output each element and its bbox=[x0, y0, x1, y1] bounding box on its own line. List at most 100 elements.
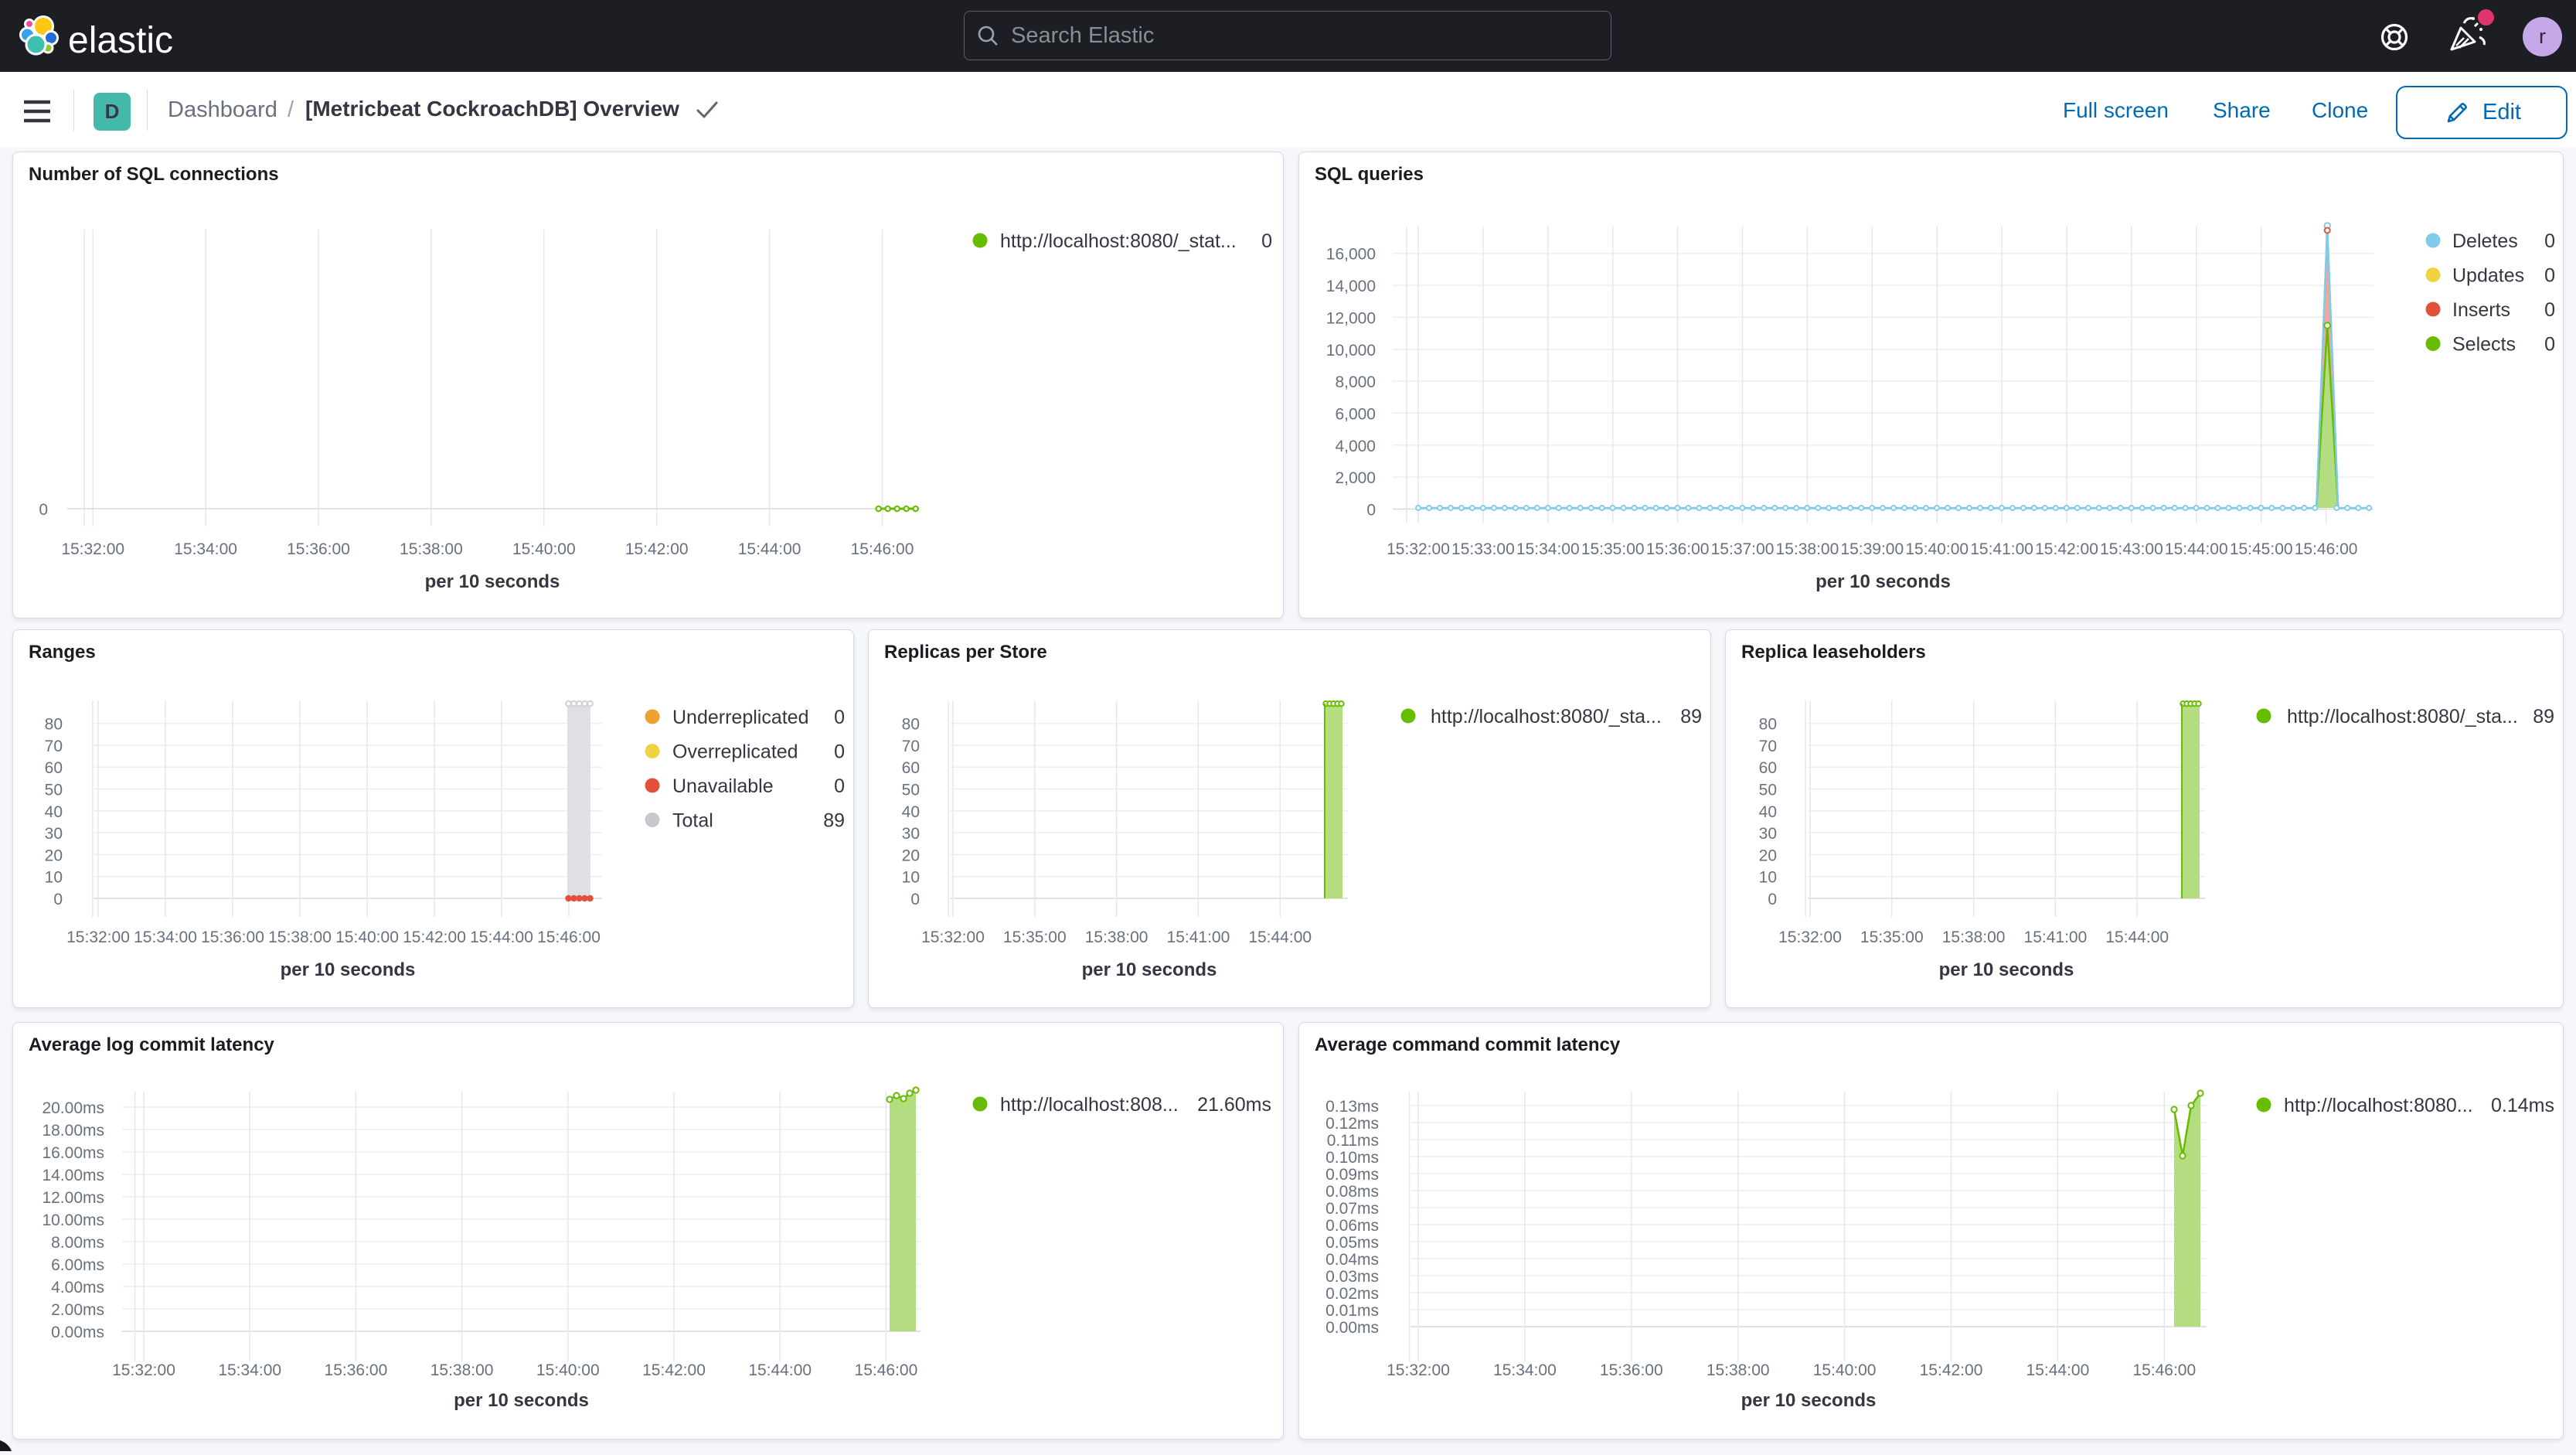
svg-text:18.00ms: 18.00ms bbox=[42, 1122, 104, 1140]
svg-text:21.60ms: 21.60ms bbox=[1197, 1094, 1271, 1116]
svg-text:15:34:00: 15:34:00 bbox=[1516, 540, 1580, 558]
svg-text:2,000: 2,000 bbox=[1335, 469, 1376, 487]
svg-text:15:42:00: 15:42:00 bbox=[1920, 1361, 1983, 1379]
svg-text:15:38:00: 15:38:00 bbox=[1707, 1361, 1770, 1379]
svg-text:40: 40 bbox=[902, 803, 920, 821]
svg-text:0.03ms: 0.03ms bbox=[1325, 1268, 1379, 1286]
svg-text:50: 50 bbox=[1759, 782, 1777, 799]
svg-text:15:44:00: 15:44:00 bbox=[2026, 1361, 2090, 1379]
svg-text:0: 0 bbox=[2544, 334, 2555, 356]
svg-text:15:32:00: 15:32:00 bbox=[1778, 929, 1842, 946]
svg-text:15:41:00: 15:41:00 bbox=[2024, 929, 2088, 946]
svg-text:0: 0 bbox=[1366, 502, 1376, 520]
svg-text:10: 10 bbox=[1759, 869, 1777, 887]
svg-text:0: 0 bbox=[834, 707, 845, 728]
svg-text:15:44:00: 15:44:00 bbox=[1248, 929, 1312, 946]
svg-text:15:36:00: 15:36:00 bbox=[287, 540, 350, 558]
svg-text:Unavailable: Unavailable bbox=[672, 775, 774, 797]
svg-text:50: 50 bbox=[45, 782, 63, 799]
svg-text:Inserts: Inserts bbox=[2452, 299, 2510, 321]
svg-text:15:44:00: 15:44:00 bbox=[470, 929, 533, 946]
svg-text:15:42:00: 15:42:00 bbox=[403, 929, 466, 946]
svg-text:http://localhost:8080...: http://localhost:8080... bbox=[2284, 1095, 2473, 1116]
svg-text:0.13ms: 0.13ms bbox=[1325, 1098, 1379, 1116]
svg-text:15:40:00: 15:40:00 bbox=[512, 540, 576, 558]
svg-text:0: 0 bbox=[2544, 265, 2555, 287]
svg-text:Total: Total bbox=[672, 810, 713, 832]
svg-text:Underreplicated: Underreplicated bbox=[672, 707, 809, 728]
svg-text:15:36:00: 15:36:00 bbox=[325, 1361, 388, 1379]
svg-text:0.08ms: 0.08ms bbox=[1325, 1183, 1379, 1201]
svg-text:50: 50 bbox=[902, 782, 920, 799]
svg-text:89: 89 bbox=[2533, 706, 2554, 728]
svg-text:15:38:00: 15:38:00 bbox=[268, 929, 332, 946]
svg-text:per 10 seconds: per 10 seconds bbox=[1082, 959, 1217, 980]
svg-text:0: 0 bbox=[53, 891, 63, 908]
svg-text:15:32:00: 15:32:00 bbox=[1387, 540, 1450, 558]
svg-text:0.11ms: 0.11ms bbox=[1327, 1132, 1379, 1150]
svg-text:15:34:00: 15:34:00 bbox=[134, 929, 197, 946]
svg-text:12.00ms: 12.00ms bbox=[42, 1189, 104, 1207]
svg-text:0.14ms: 0.14ms bbox=[2491, 1095, 2554, 1116]
svg-text:10,000: 10,000 bbox=[1326, 342, 1376, 359]
svg-text:30: 30 bbox=[902, 825, 920, 843]
svg-text:15:46:00: 15:46:00 bbox=[2132, 1361, 2196, 1379]
svg-text:15:32:00: 15:32:00 bbox=[61, 540, 124, 558]
svg-text:15:46:00: 15:46:00 bbox=[855, 1361, 918, 1379]
svg-text:60: 60 bbox=[45, 759, 63, 777]
svg-text:70: 70 bbox=[1759, 738, 1777, 755]
svg-text:15:35:00: 15:35:00 bbox=[1860, 929, 1924, 946]
svg-text:http://localhost:8080/_sta...: http://localhost:8080/_sta... bbox=[1431, 706, 1662, 728]
svg-text:15:35:00: 15:35:00 bbox=[1581, 540, 1645, 558]
svg-text:http://localhost:8080/_sta...: http://localhost:8080/_sta... bbox=[2287, 706, 2518, 728]
svg-text:80: 80 bbox=[1759, 716, 1777, 734]
svg-text:0.07ms: 0.07ms bbox=[1325, 1200, 1379, 1218]
svg-text:15:43:00: 15:43:00 bbox=[2100, 540, 2163, 558]
svg-text:per 10 seconds: per 10 seconds bbox=[454, 1390, 589, 1411]
svg-text:per 10 seconds: per 10 seconds bbox=[425, 571, 560, 592]
svg-text:Replicas per Store: Replicas per Store bbox=[884, 642, 1047, 663]
svg-text:80: 80 bbox=[45, 716, 63, 734]
svg-text:15:38:00: 15:38:00 bbox=[1942, 929, 2006, 946]
svg-text:2.00ms: 2.00ms bbox=[51, 1301, 104, 1319]
svg-text:0.09ms: 0.09ms bbox=[1325, 1166, 1379, 1184]
svg-text:Replica leaseholders: Replica leaseholders bbox=[1741, 642, 1926, 663]
svg-text:20.00ms: 20.00ms bbox=[42, 1099, 104, 1117]
svg-text:6,000: 6,000 bbox=[1335, 405, 1376, 423]
svg-text:0: 0 bbox=[39, 501, 48, 519]
svg-text:15:40:00: 15:40:00 bbox=[536, 1361, 600, 1379]
svg-text:15:38:00: 15:38:00 bbox=[1085, 929, 1148, 946]
svg-text:0.12ms: 0.12ms bbox=[1325, 1115, 1379, 1133]
svg-text:15:40:00: 15:40:00 bbox=[335, 929, 399, 946]
svg-text:0.06ms: 0.06ms bbox=[1325, 1217, 1379, 1235]
svg-text:per 10 seconds: per 10 seconds bbox=[1939, 959, 2074, 980]
svg-text:70: 70 bbox=[45, 738, 63, 755]
svg-text:40: 40 bbox=[45, 803, 63, 821]
svg-text:15:32:00: 15:32:00 bbox=[1387, 1361, 1450, 1379]
svg-text:30: 30 bbox=[1759, 825, 1777, 843]
svg-text:15:44:00: 15:44:00 bbox=[738, 540, 801, 558]
svg-text:15:40:00: 15:40:00 bbox=[1813, 1361, 1877, 1379]
svg-text:4.00ms: 4.00ms bbox=[51, 1279, 104, 1297]
svg-text:89: 89 bbox=[823, 810, 845, 832]
svg-text:4,000: 4,000 bbox=[1335, 438, 1376, 455]
svg-text:15:34:00: 15:34:00 bbox=[1493, 1361, 1557, 1379]
svg-text:Overreplicated: Overreplicated bbox=[672, 741, 798, 763]
svg-text:Average log commit latency: Average log commit latency bbox=[29, 1034, 275, 1055]
svg-text:10: 10 bbox=[902, 869, 920, 887]
svg-text:15:46:00: 15:46:00 bbox=[2295, 540, 2358, 558]
svg-text:elastic: elastic bbox=[68, 20, 173, 61]
svg-text:Number of SQL connections: Number of SQL connections bbox=[29, 164, 279, 185]
svg-text:0.02ms: 0.02ms bbox=[1325, 1285, 1379, 1303]
svg-text:20: 20 bbox=[902, 847, 920, 864]
svg-text:70: 70 bbox=[902, 738, 920, 755]
svg-text:per 10 seconds: per 10 seconds bbox=[1815, 571, 1951, 592]
svg-text:0.10ms: 0.10ms bbox=[1325, 1149, 1379, 1167]
svg-text:15:36:00: 15:36:00 bbox=[201, 929, 264, 946]
svg-text:15:38:00: 15:38:00 bbox=[400, 540, 463, 558]
svg-text:0: 0 bbox=[1261, 230, 1272, 252]
svg-text:15:42:00: 15:42:00 bbox=[625, 540, 689, 558]
svg-text:http://localhost:8080/_stat...: http://localhost:8080/_stat... bbox=[1000, 230, 1237, 252]
svg-text:0.00ms: 0.00ms bbox=[1325, 1319, 1379, 1337]
svg-text:0: 0 bbox=[834, 741, 845, 763]
